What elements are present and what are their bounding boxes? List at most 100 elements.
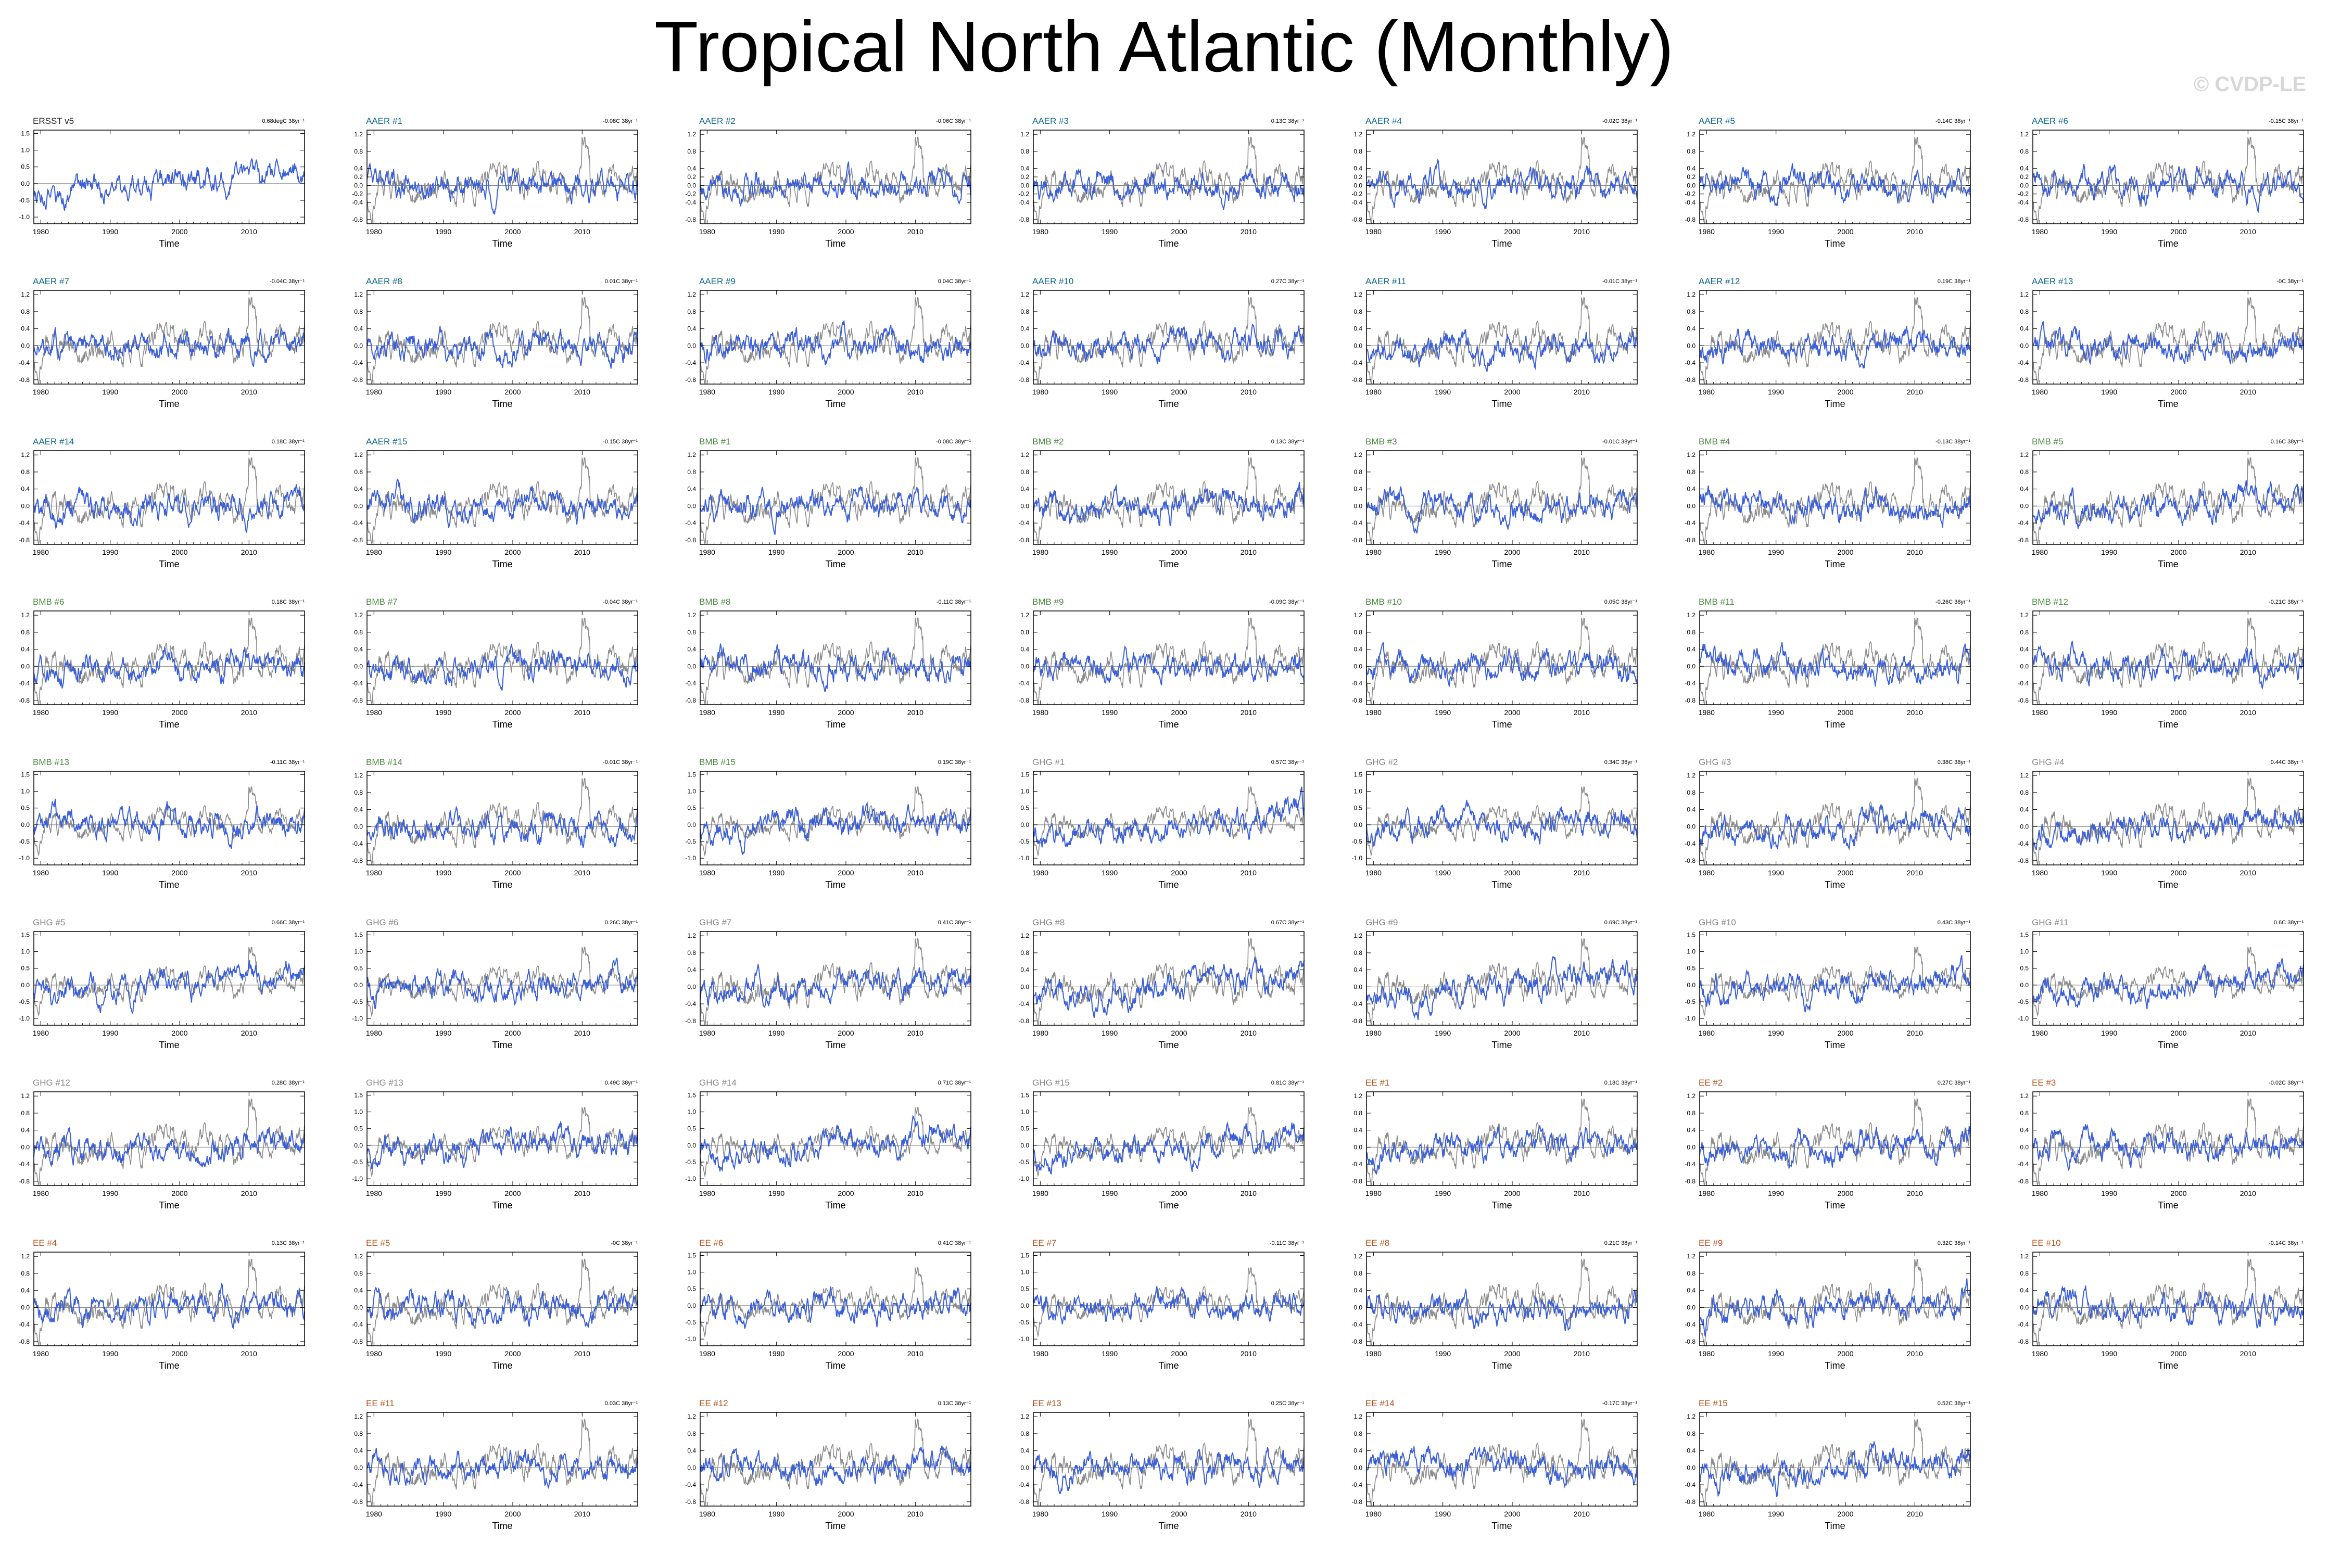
y-tick-label: -0.8: [685, 1498, 696, 1506]
trend-label: 0.04C 38yr⁻¹: [938, 278, 971, 285]
y-tick-label: -0.5: [1018, 1158, 1029, 1166]
panel-title: GHG #15: [1032, 1078, 1070, 1088]
x-tick-label: 1990: [435, 227, 451, 236]
trend-label: -0C 38yr⁻¹: [2276, 278, 2304, 285]
y-tick-label: 0.8: [1687, 148, 1696, 155]
y-tick-label: -0.4: [685, 519, 696, 527]
y-tick-label: 1.0: [687, 788, 696, 795]
time-series-chart: GHG #11 0.6C 38yr⁻¹ -1.0 -0.5 0.0 0.5 1.0 1.5 19…: [2018, 917, 2304, 1050]
y-tick-label: -0.8: [1351, 537, 1362, 544]
x-tick-label: 1980: [1365, 548, 1382, 556]
x-axis-label: Time: [159, 1040, 179, 1050]
x-tick-label: 1980: [366, 1189, 382, 1197]
y-tick-label: -0.4: [1018, 519, 1029, 527]
y-tick-label: -0.8: [1018, 1498, 1029, 1506]
y-tick-label: 0.8: [354, 148, 363, 155]
trend-label: 0.13C 38yr⁻¹: [1271, 118, 1305, 124]
y-tick-label: 0.8: [2020, 468, 2029, 476]
y-tick-label: -0.8: [1018, 697, 1029, 704]
y-tick-label: 1.5: [687, 771, 696, 778]
x-tick-label: 2000: [838, 388, 854, 396]
x-tick-label: 1990: [1435, 227, 1451, 236]
ensemble-series-line: [1033, 1419, 1305, 1507]
trend-label: 0.21C 38yr⁻¹: [1604, 1240, 1638, 1246]
time-series-chart: AAER #6 -0.15C 38yr⁻¹-0.8-0.4-0.20.00.20.…: [2018, 116, 2304, 249]
trend-label: 0.19C 38yr⁻¹: [938, 759, 971, 766]
ensemble-series-line: [1033, 786, 1305, 857]
panel-title: EE #3: [2032, 1078, 2056, 1088]
x-tick-label: 2010: [1574, 1510, 1590, 1518]
x-tick-label: 2000: [838, 869, 854, 877]
x-tick-label: 1980: [1032, 1510, 1048, 1518]
member-series-line: [1699, 326, 1971, 368]
ensemble-series-line: [366, 457, 638, 545]
y-tick-label: 0.5: [1020, 1125, 1029, 1132]
y-tick-label: 0.8: [1687, 1270, 1696, 1277]
time-series-chart: EE #7 -0.11C 38yr⁻¹ -1.0 -0.5 0.0 0.5 1.0 1.5 19…: [1018, 1238, 1305, 1371]
y-tick-label: 0.2: [1353, 173, 1362, 181]
panel-aaer-8: AAER #8 0.01C 38yr⁻¹ -0.8 -0.4 0.0 0.4 0.8 1.2 1…: [344, 270, 643, 413]
member-series-line: [33, 646, 305, 689]
x-axis-label: Time: [1491, 1040, 1512, 1050]
plot-frame: [700, 931, 971, 1026]
x-tick-label: 1990: [1768, 227, 1784, 236]
y-tick-label: 0.8: [1020, 468, 1029, 476]
trend-label: 0.71C 38yr⁻¹: [938, 1080, 971, 1086]
panel-title: BMB #6: [33, 597, 64, 607]
x-tick-label: 2000: [838, 1510, 854, 1518]
y-tick-label: -0.4: [685, 359, 696, 366]
member-series-line: [1366, 329, 1638, 372]
trend-label: -0.13C 38yr⁻¹: [1935, 439, 1970, 445]
time-series-chart: BMB #8 -0.11C 38yr⁻¹ -0.8 -0.4 0.0 0.4 0.8 1.2 1…: [685, 597, 971, 730]
y-tick-label: 0.4: [687, 165, 696, 172]
panel-ghg-11: GHG #11 0.6C 38yr⁻¹ -1.0 -0.5 0.0 0.5 1.0 1.5 19…: [2009, 911, 2309, 1054]
y-tick-label: 1.2: [687, 291, 696, 298]
plot-frame: [366, 1252, 638, 1346]
plot-frame: [33, 1091, 305, 1186]
x-tick-label: 2010: [241, 227, 257, 236]
panel-ee-3: EE #3 -0.02C 38yr⁻¹ -0.8 -0.4 0.0 0.4 0.8 1.2 19…: [2009, 1071, 2309, 1214]
x-axis-label: Time: [492, 1040, 512, 1050]
x-tick-label: 2010: [907, 1189, 923, 1197]
x-tick-label: 1990: [1768, 1349, 1784, 1358]
trend-label: -0.14C 38yr⁻¹: [2269, 1240, 2304, 1246]
time-series-chart: BMB #11 -0.26C 38yr⁻¹ -0.8 -0.4 0.0 0.4 0.8 1.2…: [1685, 597, 1971, 730]
x-axis-label: Time: [1158, 1200, 1179, 1210]
x-tick-label: 2000: [838, 227, 854, 236]
time-series-chart: AAER #2 -0.06C 38yr⁻¹-0.8-0.4-0.20.00.20.…: [685, 116, 971, 249]
x-tick-label: 2000: [1171, 548, 1187, 556]
y-tick-label: 0.0: [687, 662, 696, 670]
member-series-line: [33, 1283, 305, 1330]
y-tick-label: 0.4: [21, 646, 30, 653]
y-tick-label: 0.0: [354, 1142, 363, 1149]
y-tick-label: -0.2: [685, 190, 696, 198]
y-tick-label: 0.8: [687, 629, 696, 636]
time-series-chart: EE #1 0.18C 38yr⁻¹ -0.8 -0.4 0.0 0.4 0.8 1.2 198…: [1351, 1078, 1638, 1210]
y-tick-label: 0.8: [1687, 468, 1696, 476]
x-axis-label: Time: [1491, 1521, 1512, 1531]
panel-title: EE #8: [1365, 1238, 1389, 1248]
panel-bmb-1: BMB #1 -0.08C 38yr⁻¹ -0.8 -0.4 0.0 0.4 0.8 1.2 1…: [677, 430, 976, 573]
y-tick-label: -0.8: [1685, 537, 1696, 544]
member-series-line: [1033, 1286, 1305, 1324]
x-tick-label: 2010: [907, 869, 923, 877]
x-tick-label: 2010: [1907, 1189, 1923, 1197]
y-tick-label: -1.0: [2018, 1015, 2029, 1022]
x-axis-label: Time: [1491, 879, 1512, 890]
y-tick-label: -0.8: [1685, 376, 1696, 384]
time-series-chart: BMB #14 -0.01C 38yr⁻¹ -0.8 -0.4 0.0 0.4 0.8 1.2…: [352, 757, 638, 890]
member-series-line: [700, 1286, 971, 1329]
panel-ee-11: EE #11 0.03C 38yr⁻¹ -0.8 -0.4 0.0 0.4 0.8 1.2 19…: [344, 1392, 643, 1535]
x-axis-label: Time: [492, 559, 512, 569]
y-tick-label: 0.4: [1353, 1447, 1362, 1455]
x-tick-label: 1980: [1365, 1510, 1382, 1518]
trend-label: -0.01C 38yr⁻¹: [603, 759, 638, 766]
y-tick-label: 1.2: [1353, 291, 1362, 298]
x-tick-label: 2000: [171, 388, 187, 396]
time-series-chart: GHG #10 0.43C 38yr⁻¹ -1.0 -0.5 0.0 0.5 1.0 1.5 1…: [1685, 917, 1971, 1050]
x-tick-label: 2010: [1907, 1510, 1923, 1518]
x-tick-label: 2000: [1504, 1189, 1520, 1197]
x-tick-label: 1990: [768, 1349, 785, 1358]
panel-aaer-5: AAER #5 -0.14C 38yr⁻¹ -0.8 -0.4 -0.2 0.0 0.2 0.…: [1676, 109, 1976, 252]
y-tick-label: 0.8: [1353, 1430, 1362, 1437]
